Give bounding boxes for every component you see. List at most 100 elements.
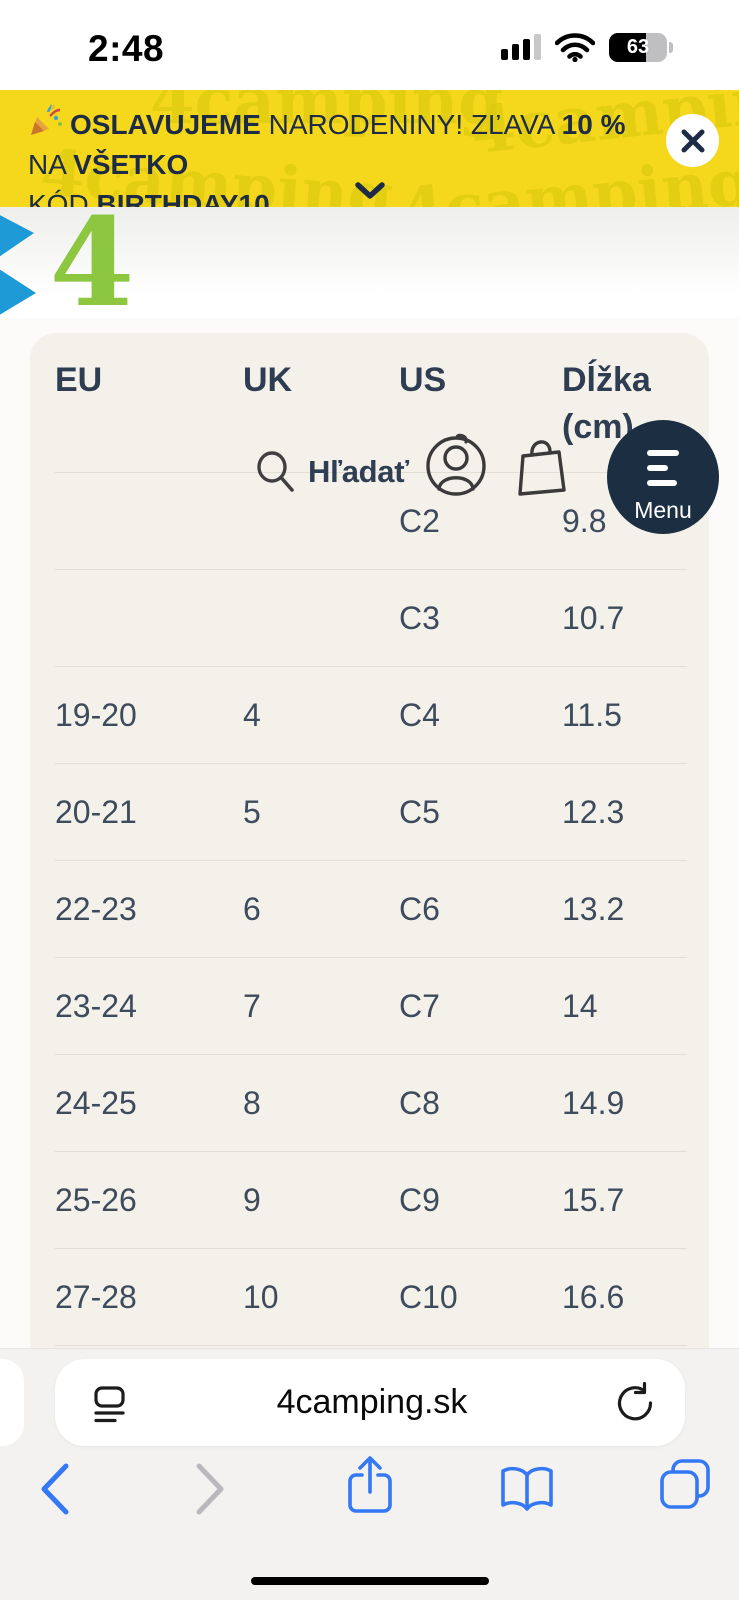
cell-length: 9.8: [562, 502, 607, 539]
table-row: 22-23 6 C6 13.2: [55, 860, 687, 957]
cell-eu: 19-20: [55, 696, 137, 733]
wifi-icon: [555, 33, 595, 62]
site-header: 4 Hľadať: [0, 190, 739, 534]
cell-eu: 25-26: [55, 1181, 137, 1218]
back-button[interactable]: [36, 1461, 74, 1520]
search-label: Hľadať: [308, 454, 409, 489]
column-header-us: US: [399, 361, 447, 399]
cell-us: C4: [399, 696, 440, 733]
promo-regular: NA: [28, 149, 74, 180]
table-header-row: EU UK US Dĺžka (cm): [55, 333, 687, 472]
shopping-bag-icon: [518, 440, 566, 496]
cellular-signal-icon: [501, 34, 541, 60]
logo-blue-shape: [0, 215, 34, 257]
back-icon: [41, 1463, 69, 1515]
cell-length: 16.6: [562, 1278, 625, 1315]
cell-uk: 9: [243, 1181, 261, 1218]
table-row: C3 10.7: [55, 569, 687, 666]
table-divider: [55, 1345, 687, 1346]
cell-us: C9: [399, 1181, 440, 1218]
column-header-uk: UK: [243, 361, 293, 399]
table-row: 20-21 5 C5 12.3: [55, 763, 687, 860]
battery-icon: 63: [609, 32, 673, 62]
cell-eu: 27-28: [55, 1278, 137, 1315]
promo-bold: 10 %: [561, 109, 626, 140]
status-bar: 2:48 63: [0, 0, 739, 90]
cell-length: 14.9: [562, 1084, 625, 1121]
home-indicator[interactable]: [251, 1577, 489, 1585]
cell-us: C3: [399, 599, 440, 636]
bookmarks-button[interactable]: [498, 1465, 556, 1518]
status-icons: 63: [501, 32, 673, 62]
account-icon: [426, 433, 486, 496]
refresh-icon[interactable]: [615, 1381, 657, 1424]
menu-label: Menu: [634, 497, 692, 523]
cell-length: 11.5: [562, 696, 622, 733]
promo-text: OSLAVUJEME NARODENINY! ZĽAVA 10 % NA VŠE…: [0, 90, 739, 207]
cell-us: C5: [399, 793, 440, 830]
cell-eu: 24-25: [55, 1084, 137, 1121]
chevron-down-icon: [354, 182, 385, 199]
promo-code-label: KÓD: [28, 189, 97, 207]
promo-code-value: BIRTHDAY10: [96, 189, 270, 207]
cell-length: 10.7: [562, 599, 625, 636]
party-popper-icon: [31, 104, 62, 135]
cart-button[interactable]: [512, 436, 572, 505]
close-icon: [681, 129, 704, 152]
cell-uk: 8: [243, 1084, 261, 1121]
url-text: 4camping.sk: [276, 1383, 468, 1421]
search-icon: [257, 451, 294, 492]
banner-close-button[interactable]: [666, 114, 719, 167]
forward-button[interactable]: [191, 1461, 229, 1520]
cell-us: C10: [399, 1278, 458, 1315]
cell-uk: 4: [243, 696, 261, 733]
cell-us: C6: [399, 890, 440, 927]
share-button[interactable]: [344, 1454, 396, 1519]
cell-length: 15.7: [562, 1181, 625, 1218]
status-time: 2:48: [88, 28, 165, 69]
table-row: 24-25 8 C8 14.9: [55, 1054, 687, 1151]
account-button[interactable]: [424, 432, 488, 503]
promo-bold: OSLAVUJEME: [70, 109, 261, 140]
logo-blue-shape: [0, 269, 36, 315]
tabs-icon: [660, 1459, 710, 1509]
share-icon: [348, 1456, 392, 1513]
cell-us: C8: [399, 1084, 440, 1121]
cell-uk: 5: [243, 793, 261, 830]
hamburger-menu-icon: [647, 450, 679, 486]
battery-percent: 63: [626, 35, 650, 58]
site-logo[interactable]: 4: [0, 190, 186, 334]
cell-uk: 6: [243, 890, 261, 927]
search-button[interactable]: Hľadať: [256, 451, 409, 493]
promo-regular: NARODENINY! ZĽAVA: [260, 109, 562, 140]
promo-bold: VŠETKO: [73, 149, 189, 180]
safari-bottom-bar: 4camping.sk: [0, 1348, 739, 1600]
logo-numeral: 4: [50, 213, 135, 317]
table-row: 19-20 4 C4 11.5: [55, 666, 687, 763]
cell-uk: 7: [243, 987, 261, 1024]
table-row: 25-26 9 C9 15.7: [55, 1151, 687, 1248]
cell-length: 12.3: [562, 793, 625, 830]
banner-expand-button[interactable]: [353, 181, 387, 204]
cell-length: 13.2: [562, 890, 625, 927]
cell-eu: 23-24: [55, 987, 137, 1024]
page-menu-icon[interactable]: [87, 1381, 131, 1425]
table-row: 27-28 10 C10 16.6: [55, 1248, 687, 1345]
table-row: 23-24 7 C7 14: [55, 957, 687, 1054]
tabs-button[interactable]: [658, 1457, 712, 1514]
promo-banner: 4camping 4camping 4camping 4camping OSLA…: [0, 90, 739, 207]
cell-length: 14: [562, 987, 598, 1024]
previous-tab-peek[interactable]: [0, 1359, 24, 1446]
cell-eu: 20-21: [55, 793, 137, 830]
address-bar[interactable]: 4camping.sk: [55, 1359, 685, 1446]
forward-icon: [196, 1463, 224, 1515]
size-table-card: EU UK US Dĺžka (cm) C2 9.8 C3 10.7 19-20…: [30, 333, 709, 1348]
column-header-eu: EU: [55, 361, 103, 399]
cell-eu: 22-23: [55, 890, 137, 927]
cell-us: C7: [399, 987, 440, 1024]
cell-uk: 10: [243, 1278, 279, 1315]
cell-us: C2: [399, 502, 440, 539]
menu-button[interactable]: Menu: [607, 420, 719, 534]
table-row: C2 9.8: [55, 472, 687, 569]
